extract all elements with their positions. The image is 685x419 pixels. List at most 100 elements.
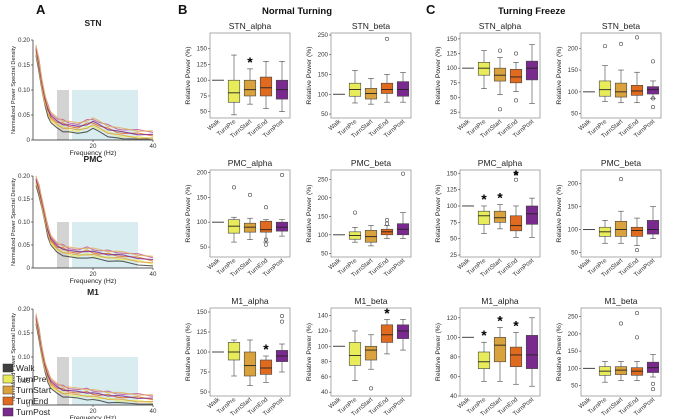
y-tick-label: 0 (27, 137, 31, 144)
box-iqr (646, 220, 660, 235)
outlier-point (513, 98, 518, 103)
box-turnpre (227, 54, 241, 116)
psd-title: STN (85, 18, 102, 28)
panel-letter-a: A (36, 2, 46, 17)
y-tick-label: 150 (197, 194, 208, 201)
y-tick-label: 120 (318, 328, 329, 335)
outlier-point (263, 242, 268, 247)
box-turnend (259, 61, 273, 109)
box-turnpre (598, 44, 612, 102)
y-tick-label: 0.05 (18, 112, 31, 119)
y-tick-label: 75 (450, 219, 457, 226)
panel-letter-c: C (426, 2, 436, 17)
box-iqr (227, 79, 241, 103)
x-axis-label: Frequency (Hz) (70, 278, 117, 285)
box-iqr (477, 351, 491, 369)
legend-swatch-walk (2, 363, 14, 373)
box-iqr (509, 346, 523, 367)
plot-frame (580, 307, 662, 397)
box-turnstart (614, 177, 628, 244)
y-tick-label: 200 (197, 169, 208, 176)
box-iqr (509, 215, 523, 232)
box-turnpre (477, 205, 491, 234)
y-axis-label: Normalized Power Spectral Density (11, 178, 17, 266)
y-tick-label: 100 (197, 77, 208, 84)
box-turnpost (646, 206, 660, 239)
box-iqr (477, 210, 491, 225)
y-axis-label: Relative Power (%) (556, 46, 563, 104)
y-axis-label: Relative Power (%) (306, 46, 313, 104)
section-title-freeze: Turning Freeze (498, 6, 565, 17)
plot-title: PMC_beta (601, 158, 641, 168)
y-tick-label: 150 (197, 46, 208, 53)
y-axis-label: Normalized Power Spectral Density (11, 46, 17, 134)
outlier-point (618, 177, 623, 182)
y-tick-label: 0.20 (18, 306, 31, 313)
y-tick-label: 100 (568, 365, 579, 372)
box-turnpre (348, 330, 362, 381)
y-tick-label: 200 (568, 181, 579, 188)
psd-chart-stn: STN 0 0.05 0.10 0.15 0.20 20 40 Frequency (Hz) No… (11, 18, 157, 157)
box-iqr (630, 85, 644, 96)
box-turnpost (396, 319, 410, 351)
x-axis-label: Frequency (Hz) (70, 415, 117, 419)
y-tick-label: 25 (450, 252, 457, 259)
y-tick-label: 100 (447, 203, 458, 210)
significance-star: * (497, 190, 503, 206)
outlier-point (650, 96, 655, 101)
y-tick-label: 150 (318, 72, 329, 79)
box-iqr (243, 222, 257, 233)
outlier-point (368, 386, 373, 391)
significance-star: * (513, 317, 519, 333)
y-tick-label: 60 (321, 374, 328, 381)
box-turnend (380, 36, 394, 103)
psd-title: M1 (87, 287, 99, 297)
significance-star: * (481, 191, 487, 207)
y-tick-label: 150 (447, 170, 458, 177)
y-tick-label: 50 (200, 389, 207, 396)
box-iqr (227, 342, 241, 361)
y-axis-label: Relative Power (%) (556, 323, 563, 381)
outlier-point (634, 35, 639, 40)
outlier-point (263, 237, 268, 242)
x-tick-label: 40 (150, 271, 157, 278)
y-tick-label: 100 (447, 65, 458, 72)
outlier-point (279, 319, 284, 324)
box-iqr (380, 324, 394, 343)
box-iqr (614, 82, 628, 98)
charts-layer: STN 0 0.05 0.10 0.15 0.20 20 40 Frequency (Hz) No… (11, 18, 662, 419)
box-iqr (380, 82, 394, 94)
box-turnend (259, 355, 273, 383)
legend-swatch-turnstart (2, 385, 14, 395)
plot-title: STN_alpha (229, 21, 272, 31)
box-turnstart (243, 192, 257, 240)
y-tick-label: 0.10 (18, 354, 31, 361)
y-axis-label: Relative Power (%) (185, 46, 192, 104)
box-turnend (259, 205, 273, 247)
box-iqr (396, 324, 410, 339)
box-iqr (259, 220, 273, 233)
x-tick-label: 20 (90, 271, 97, 278)
y-tick-label: 140 (318, 313, 329, 320)
y-tick-label: 150 (568, 67, 579, 74)
box-turnstart (493, 327, 507, 382)
y-tick-label: 100 (197, 219, 208, 226)
box-turnpost (646, 354, 660, 392)
y-axis-label: Relative Power (%) (306, 184, 313, 242)
box-iqr (646, 86, 660, 95)
box-turnpost (525, 197, 539, 238)
section-title-normal: Normal Turning (262, 6, 332, 17)
outlier-point (513, 171, 518, 176)
box-iqr (614, 366, 628, 375)
box-turnstart (493, 204, 507, 230)
y-tick-label: 100 (318, 343, 329, 350)
box-turnpost (396, 171, 410, 239)
y-tick-label: 0 (27, 402, 31, 409)
x-tick-label: 40 (150, 408, 157, 415)
y-axis-label: Relative Power (%) (435, 46, 442, 104)
plot-frame (330, 32, 412, 119)
y-axis-label: Relative Power (%) (556, 184, 563, 242)
box-turnpost (275, 61, 289, 113)
plot-title: M1_alpha (231, 296, 269, 306)
